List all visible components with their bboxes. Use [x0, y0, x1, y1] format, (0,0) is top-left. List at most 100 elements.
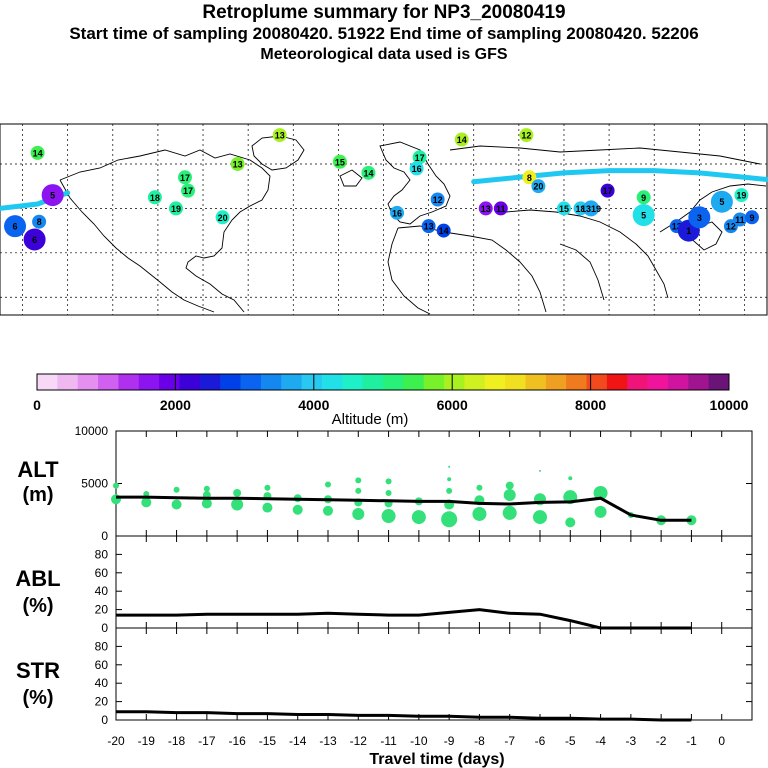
altitude-dot: [233, 488, 242, 497]
coastline-segment: [59, 179, 215, 313]
plume-day-circle: [436, 223, 451, 238]
altitude-dot: [385, 478, 392, 485]
altitude-dot: [539, 469, 541, 472]
colorbar-swatch: [57, 374, 79, 390]
altitude-dot: [264, 484, 271, 491]
plume-day-circle: [230, 156, 245, 171]
plume-day-label: 14: [457, 135, 467, 145]
plume-day-circle: [390, 205, 405, 220]
plume-day-label: 15: [559, 204, 569, 214]
x-tick-label: 0: [718, 734, 725, 748]
plume-day-label: 14: [363, 168, 373, 178]
plume-day-label: 13: [481, 204, 491, 214]
plume-day-marker: 17: [600, 183, 615, 198]
plume-day-label: 1319: [581, 204, 601, 214]
plume-day-circle: [600, 183, 615, 198]
colorbar-swatch: [647, 374, 669, 390]
plume-day-marker: 5: [41, 184, 64, 207]
plume-day-marker: 19: [168, 201, 183, 216]
plume-day-marker: 17: [412, 150, 427, 165]
plume-day-label: 14: [439, 226, 449, 236]
plume-day-circle: [688, 206, 711, 229]
chart-title: Retroplume summary for NP3_20080419: [202, 2, 566, 23]
plume-day-label: 13: [424, 222, 434, 232]
plume-day-marker: 12: [430, 192, 445, 207]
x-tick-label: -14: [289, 734, 307, 748]
x-tick-label: -7: [504, 734, 515, 748]
colorbar-tick-label: 10000: [710, 397, 749, 413]
x-tick-label: -6: [535, 734, 546, 748]
y-tick-label: 60: [95, 566, 109, 580]
plume-day-circle: [744, 210, 759, 225]
plume-day-label: 6: [32, 235, 37, 245]
altitude-dot: [381, 509, 396, 524]
plume-day-circle: [23, 228, 46, 251]
panel-unit: (%): [22, 595, 53, 617]
plume-day-marker: 5: [632, 204, 655, 227]
altitude-dot: [503, 489, 516, 502]
plume-day-circle: [636, 190, 651, 205]
plume-day-marker: 13: [272, 128, 287, 143]
x-tick-label: -9: [444, 734, 455, 748]
plume-day-marker: 5: [710, 190, 733, 213]
plume-day-marker: 16: [409, 161, 424, 176]
colorbar-swatch: [220, 374, 241, 390]
plume-day-label: 13: [233, 159, 243, 169]
colorbar-tick-label: 6000: [437, 397, 468, 413]
plume-day-circle: [361, 165, 376, 180]
plume-day-circle: [710, 190, 733, 213]
plume-day-marker: 15: [556, 201, 571, 216]
plume-day-label: 5: [50, 191, 55, 201]
plume-day-marker: 13: [421, 219, 436, 234]
altitude-dot: [411, 510, 426, 525]
met-data-line: Meteorological data used is GFS: [260, 46, 508, 63]
plume-day-marker: 17: [177, 170, 192, 185]
plume-day-marker: 14: [30, 145, 45, 160]
coastline-segment: [379, 141, 451, 225]
altitude-dot: [171, 499, 182, 510]
y-tick-label: 20: [95, 603, 109, 617]
colorbar-label: Altitude (m): [332, 411, 409, 428]
plume-day-label: 20: [218, 213, 228, 223]
plume-day-label: 8: [527, 173, 532, 183]
colorbar-swatch: [566, 374, 587, 390]
plume-day-circle: [412, 150, 427, 165]
plume-day-circle: [583, 200, 600, 217]
y-tick-label: 40: [95, 584, 109, 598]
y-tick-label: 40: [95, 676, 109, 690]
plume-day-label: 9: [749, 213, 754, 223]
plume-day-label: 14: [33, 148, 43, 158]
colorbar-swatch: [159, 374, 180, 390]
x-tick-label: -4: [595, 734, 606, 748]
plume-day-circle: [632, 204, 655, 227]
plume-day-label: 17: [180, 173, 190, 183]
altitude-dot: [262, 502, 273, 513]
colorbar-swatch: [118, 374, 140, 390]
plume-day-label: 8: [37, 217, 42, 227]
plume-day-circle: [30, 145, 45, 160]
x-tick-label: -20: [107, 734, 125, 748]
plume-day-label: 5: [719, 197, 724, 207]
plume-day-label: 13: [672, 222, 682, 232]
panel-str: 0 20 40 60 80 STR (%): [16, 627, 753, 727]
panel-unit: (m): [22, 484, 53, 506]
altitude-dot: [352, 507, 365, 520]
x-tick-label: -16: [228, 734, 246, 748]
plume-day-marker: 8: [522, 170, 537, 185]
colorbar-tick-label: 2000: [160, 397, 191, 413]
colorbar-swatch: [423, 374, 445, 390]
plume-day-circle: [272, 128, 287, 143]
colorbar-swatch: [505, 374, 526, 390]
altitude-dot: [323, 505, 333, 516]
altitude-dot: [448, 465, 451, 468]
plume-day-label: 18: [150, 193, 160, 203]
plume-day-label: 9: [641, 193, 646, 203]
panel-label: ABL: [15, 566, 60, 591]
altitude-dot: [505, 481, 514, 490]
plume-day-marker: 19: [734, 188, 749, 203]
altitude-dot: [113, 482, 119, 489]
colorbar-swatch: [321, 374, 343, 390]
plume-day-marker: 17: [180, 183, 195, 198]
time-series-panels: 0 5000 10000 ALT(m) 0 20 40 60 80 ABL (%) 0 20 40 60 80…: [15, 424, 753, 748]
